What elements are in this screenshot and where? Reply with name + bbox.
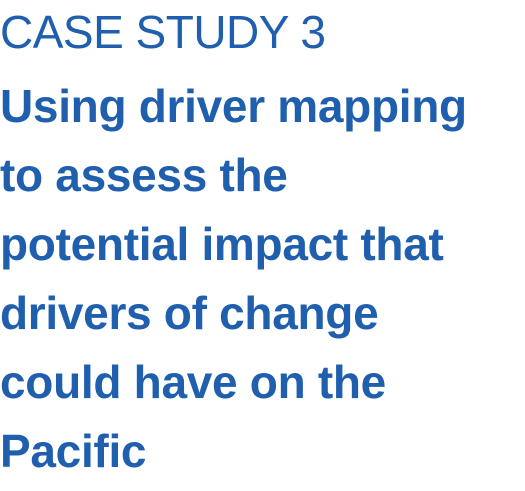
case-study-label: CASE STUDY 3 [0,6,326,58]
title-line-6: Pacific [0,425,147,477]
case-study-title: Using driver mapping to assess the poten… [0,72,467,486]
title-line-1: Using driver mapping [0,80,467,132]
title-line-5: could have on the [0,356,386,408]
title-line-3: potential impact that [0,218,444,270]
title-line-4: drivers of change [0,287,379,339]
title-line-2: to assess the [0,149,288,201]
